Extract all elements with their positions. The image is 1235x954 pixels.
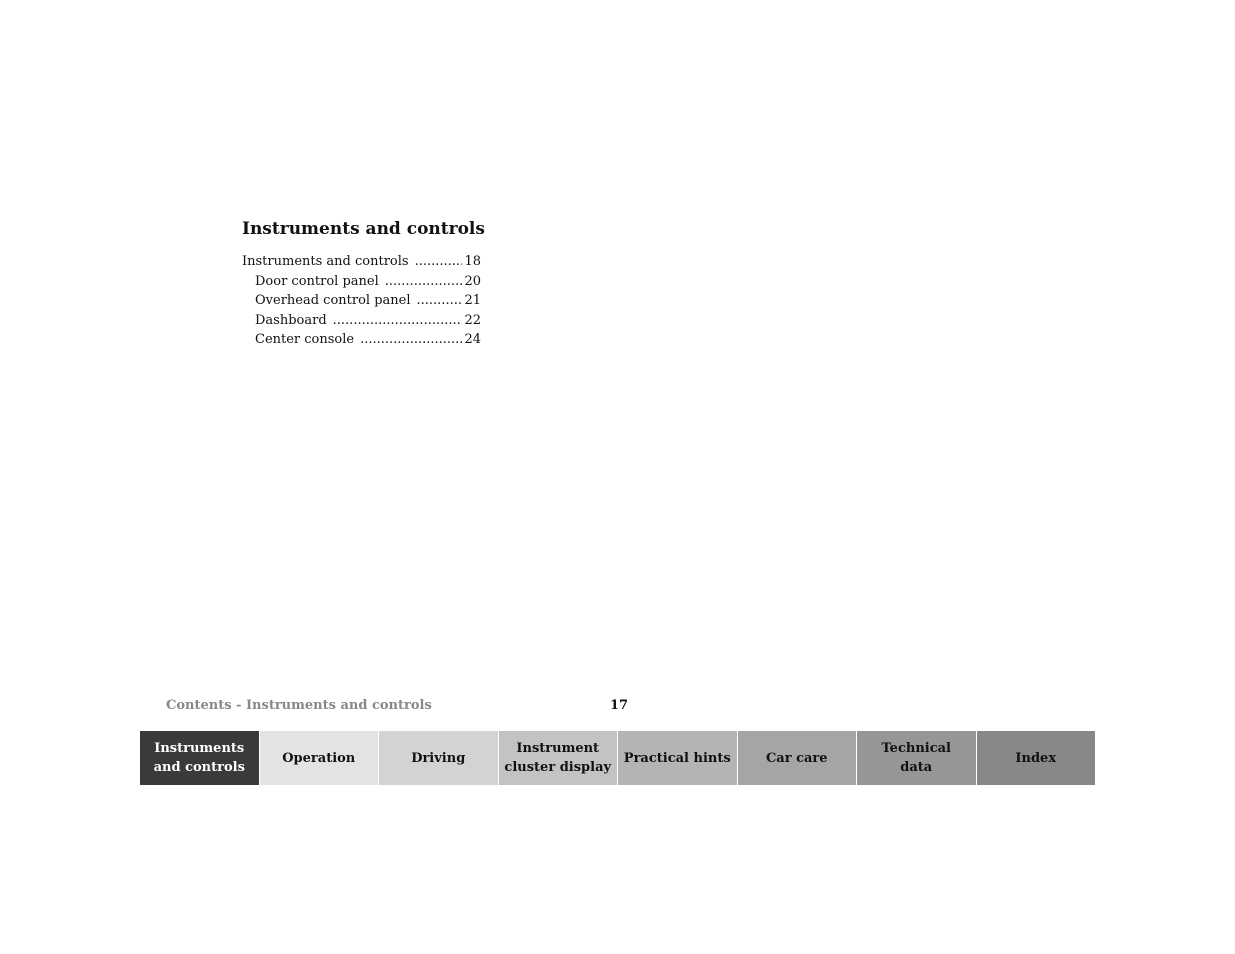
tab-label-line1: Car care [765, 750, 828, 766]
tab-car-care[interactable]: Car care [737, 731, 857, 785]
toc-entry-page: 18 [464, 254, 481, 269]
tab-driving[interactable]: Driving [379, 731, 499, 785]
tab-operation[interactable]: Operation [259, 731, 379, 785]
toc-entry-label: Center console [255, 332, 355, 347]
toc-entry[interactable]: Overhead control panel 21 [242, 293, 481, 313]
toc-entry[interactable]: Instruments and controls 18 [242, 254, 481, 274]
toc-entry-page: 22 [464, 312, 481, 328]
tab-label-line1: Technical [881, 741, 952, 756]
toc-entry-page: 20 [464, 273, 481, 289]
footer-section-label: Contents - Instruments and controls [166, 698, 432, 713]
tab-label-line1: Instruments [154, 741, 245, 756]
toc-entry-label: Door control panel [255, 273, 379, 289]
page-number: 17 [610, 698, 629, 713]
toc-leader-dots [415, 254, 463, 269]
tab-label-line2: data [900, 760, 933, 775]
tab-instrument-cluster-display[interactable]: Instrument cluster display [498, 731, 618, 785]
tab-technical-data[interactable]: Technical data [857, 731, 977, 785]
toc-leader-dots [360, 332, 462, 347]
tab-index[interactable]: Index [976, 731, 1095, 785]
toc-leader-dots [333, 313, 463, 328]
chapter-tabs: Instruments and controls Operation Driving I… [140, 731, 1095, 785]
toc-leader-dots [417, 293, 463, 308]
toc-leader-dots [385, 274, 463, 289]
tab-label-line1: Operation [282, 750, 356, 766]
tab-label-line2: and controls [153, 760, 245, 775]
tab-label-line1: Instrument [516, 741, 600, 756]
toc-entry[interactable]: Center console 24 [242, 332, 481, 352]
table-of-contents: Instruments and controls 18 Door control p… [242, 254, 481, 352]
tab-label-line1: Practical hints [623, 750, 731, 766]
toc-entry-page: 24 [464, 332, 481, 347]
toc-entry-label: Dashboard [255, 312, 327, 328]
tab-instruments-and-controls[interactable]: Instruments and controls [140, 731, 260, 785]
toc-entry[interactable]: Door control panel 20 [242, 274, 481, 294]
toc-entry-label: Overhead control panel [255, 293, 411, 308]
toc-entry[interactable]: Dashboard 22 [242, 313, 481, 333]
tab-practical-hints[interactable]: Practical hints [618, 731, 738, 785]
tab-label-line1: Driving [411, 750, 466, 766]
toc-entry-label: Instruments and controls [242, 254, 409, 269]
tab-label-line1: Index [1015, 750, 1057, 766]
section-title: Instruments and controls [242, 219, 485, 239]
toc-entry-page: 21 [464, 293, 481, 308]
tab-label-line2: cluster display [504, 760, 612, 775]
